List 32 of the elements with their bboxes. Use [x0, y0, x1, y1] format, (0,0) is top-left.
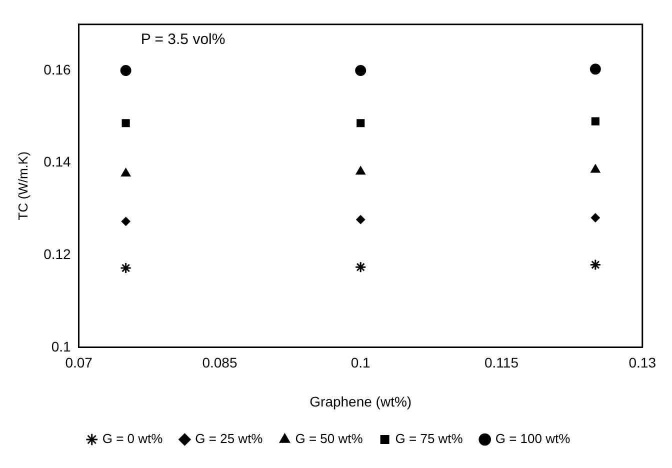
legend-label: G = 25 wt%: [195, 431, 264, 446]
legend-label: G = 0 wt%: [102, 431, 164, 446]
x-axis-title: Graphene (wt%): [310, 393, 412, 410]
x-tick-label: 0.085: [202, 354, 238, 371]
point: [590, 213, 600, 222]
legend-label: G = 50 wt%: [295, 431, 364, 446]
x-tick-label: 0.07: [65, 354, 93, 371]
point: [354, 261, 366, 273]
y-tick-label: 0.16: [44, 61, 72, 78]
y-tick-label: 0.12: [44, 246, 72, 262]
point: [355, 65, 366, 76]
y-tick-label: 0.1: [51, 338, 72, 354]
point: [121, 216, 130, 226]
point: [591, 117, 600, 126]
y-axis-title: TC (W/m.K): [15, 152, 30, 220]
point: [356, 215, 366, 224]
point: [590, 259, 602, 271]
legend-label: G = 75 wt%: [395, 431, 464, 446]
x-tick-label: 0.13: [628, 354, 656, 371]
annotation: P = 3.5 vol%: [140, 31, 226, 48]
point: [122, 119, 130, 128]
y-tick-label: 0.14: [44, 154, 72, 170]
x-tick-label: 0.1: [350, 354, 371, 371]
x-tick-label: 0.115: [484, 354, 519, 371]
point: [120, 168, 131, 176]
point: [120, 65, 132, 76]
point: [120, 262, 132, 274]
point: [590, 164, 600, 173]
point: [356, 119, 365, 128]
point: [590, 64, 601, 75]
legend-label: G = 100 wt%: [495, 431, 571, 446]
point: [356, 166, 366, 175]
